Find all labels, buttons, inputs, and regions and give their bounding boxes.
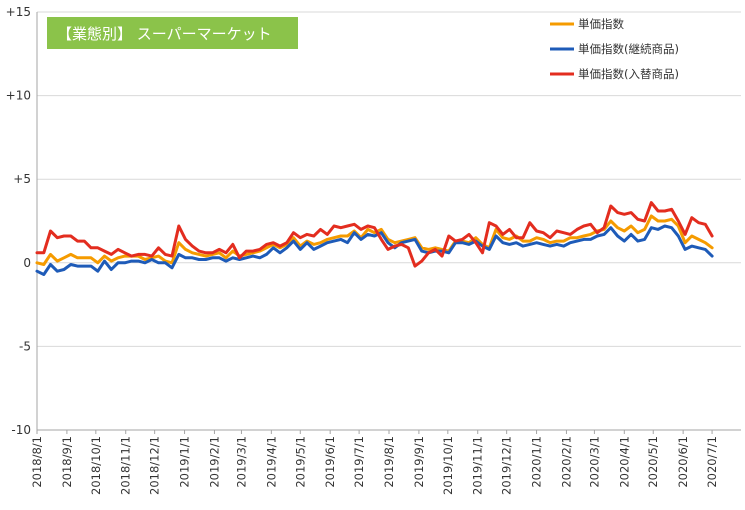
y-tick-label: -5	[19, 339, 31, 353]
x-tick-label: 2019/3/1	[234, 436, 248, 488]
x-tick-label: 2018/8/1	[30, 436, 44, 488]
x-tick-label: 2019/11/1	[471, 436, 485, 495]
x-tick-label: 2020/3/1	[587, 436, 601, 488]
y-tick-label: +15	[6, 5, 31, 19]
legend-label: 単価指数(入替商品)	[578, 67, 679, 81]
title-background	[47, 17, 298, 49]
x-tick-label: 2019/2/1	[207, 436, 221, 488]
x-tick-label: 2020/5/1	[646, 436, 660, 488]
series-line-2	[35, 201, 714, 268]
x-tick-label: 2019/10/1	[441, 436, 455, 495]
y-tick-label: 0	[23, 256, 31, 270]
x-tick-label: 2020/6/1	[676, 436, 690, 488]
x-tick-label: 2019/8/1	[382, 436, 396, 488]
x-tick-label: 2018/9/1	[60, 436, 74, 488]
axes	[36, 12, 741, 434]
x-tick-label: 2018/10/1	[89, 436, 103, 495]
y-tick-label: +5	[13, 172, 31, 186]
series-lines	[35, 201, 714, 276]
series-line-1	[35, 224, 714, 276]
x-tick-label: 2019/12/1	[500, 436, 514, 495]
x-tick-label: 2019/6/1	[323, 436, 337, 488]
x-tick-label: 2020/1/1	[530, 436, 544, 488]
series-line-0	[35, 214, 714, 266]
x-tick-label: 2019/1/1	[178, 436, 192, 488]
title-box: 【業態別】 スーパーマーケット	[47, 17, 298, 49]
y-tick-label: +10	[6, 89, 31, 103]
y-tick-label: -10	[11, 423, 31, 437]
x-tick-label: 2019/9/1	[412, 436, 426, 488]
x-tick-label: 2019/5/1	[293, 436, 307, 488]
x-tick-label: 2020/4/1	[617, 436, 631, 488]
chart-title: 【業態別】 スーパーマーケット	[57, 25, 272, 43]
x-tick-label: 2019/4/1	[264, 436, 278, 488]
legend-label: 単価指数(継続商品)	[578, 42, 679, 56]
x-tick-label: 2019/7/1	[352, 436, 366, 488]
x-tick-label: 2018/11/1	[119, 436, 133, 495]
legend-label: 単価指数	[578, 17, 624, 31]
y-tick-labels: +15 +10 +5 0 -5 -10	[6, 5, 31, 437]
x-tick-label: 2020/7/1	[705, 436, 719, 488]
x-tick-labels: 2018/8/1 2018/9/1 2018/10/1 2018/11/1 2018/1…	[30, 436, 719, 495]
x-tick-label: 2018/12/1	[148, 436, 162, 495]
x-tick-label: 2020/2/1	[559, 436, 573, 488]
